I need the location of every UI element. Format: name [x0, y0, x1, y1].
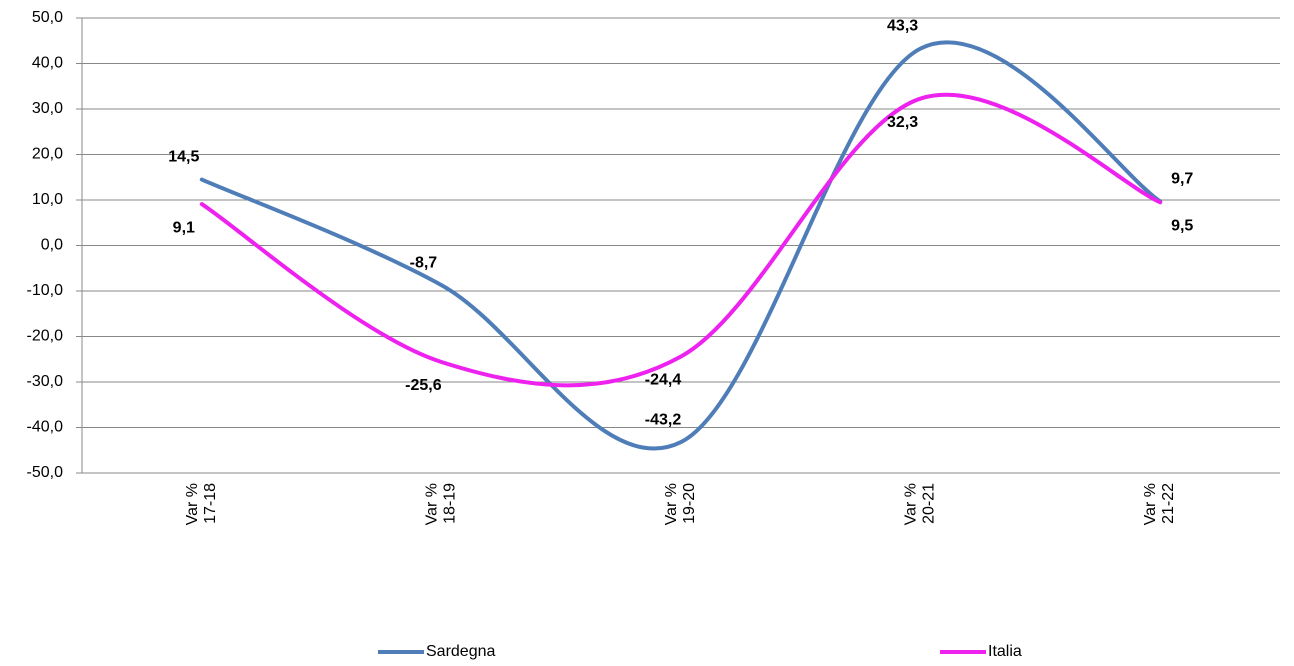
- data-label: -8,7: [410, 254, 438, 271]
- data-label: -24,4: [645, 372, 682, 389]
- y-tick-label: 10,0: [32, 191, 63, 208]
- y-tick-label: -30,0: [27, 373, 64, 390]
- data-label: 43,3: [887, 18, 918, 35]
- data-label: 32,3: [887, 114, 918, 131]
- data-label: -25,6: [405, 377, 442, 394]
- y-tick-label: -20,0: [27, 328, 64, 345]
- y-tick-label: 20,0: [32, 146, 63, 163]
- data-label: 9,5: [1171, 217, 1193, 234]
- data-label: 9,1: [173, 219, 195, 236]
- legend-label: Sardegna: [426, 643, 495, 660]
- y-tick-label: -50,0: [27, 464, 64, 481]
- y-tick-label: 40,0: [32, 55, 63, 72]
- y-tick-label: -40,0: [27, 419, 64, 436]
- x-tick-label: Var %20-21: [903, 483, 938, 525]
- line-series: [199, 40, 1163, 451]
- x-tick-label: Var %17-18: [184, 483, 219, 525]
- y-tick-label: -10,0: [27, 282, 64, 299]
- x-tick-label: Var %18-19: [424, 483, 459, 525]
- x-tick-label: Var %21-22: [1142, 483, 1177, 525]
- y-tick-label: 50,0: [32, 9, 63, 26]
- x-tick-label: Var %19-20: [663, 483, 698, 525]
- line-series: [199, 92, 1163, 388]
- data-label: -43,2: [645, 411, 682, 428]
- legend-label: Italia: [988, 643, 1022, 660]
- y-tick-label: 0,0: [41, 237, 63, 254]
- y-tick-label: 30,0: [32, 100, 63, 117]
- data-label: 14,5: [168, 149, 199, 166]
- data-label: 9,7: [1171, 171, 1193, 188]
